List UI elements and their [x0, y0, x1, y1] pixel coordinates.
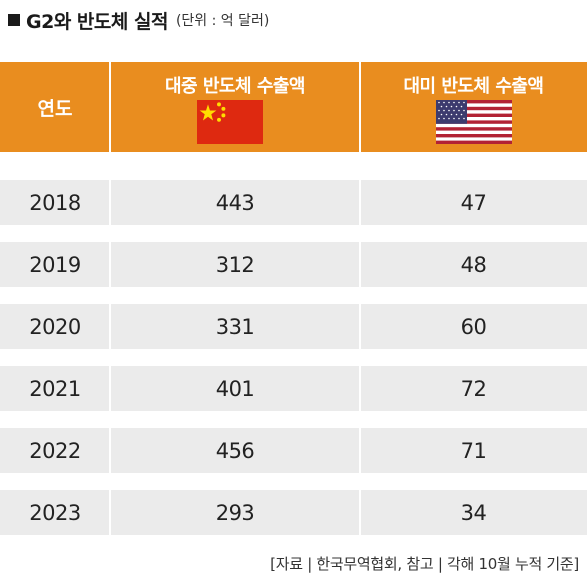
- table-row: 2022 456 71: [0, 428, 587, 473]
- export-table: 연도 대중 반도체 수출액 대미 반도체 수출액: [0, 62, 587, 552]
- cell-year: 2018: [29, 190, 81, 215]
- table-body: 2018 443 47 2019 312 48 2020 331 60: [0, 180, 587, 535]
- row-divider: [359, 490, 361, 535]
- table-row: 2019 312 48: [0, 242, 587, 287]
- row-divider: [109, 490, 111, 535]
- cell-china-value: 401: [215, 376, 255, 401]
- row-divider: [359, 428, 361, 473]
- header-divider: [359, 62, 361, 152]
- title-square-icon: [8, 14, 20, 26]
- row-divider: [109, 428, 111, 473]
- cell-usa-value: 60: [460, 314, 487, 339]
- row-divider: [109, 304, 111, 349]
- cell-usa-value: 71: [460, 438, 487, 463]
- cell-china-value: 312: [215, 252, 255, 277]
- title-main: G2와 반도체 실적: [26, 10, 168, 33]
- row-divider: [109, 180, 111, 225]
- row-divider: [359, 242, 361, 287]
- row-divider: [359, 366, 361, 411]
- table-row: 2018 443 47: [0, 180, 587, 225]
- cell-usa-value: 72: [460, 376, 487, 401]
- cell-year: 2019: [29, 252, 81, 277]
- row-divider: [109, 366, 111, 411]
- title-unit: (단위 : 억 달러): [175, 13, 270, 29]
- cell-year: 2022: [29, 438, 81, 463]
- source-note: [자료 | 한국무역협회, 참고 | 각해 10월 누적 기준]: [270, 555, 579, 573]
- table-header: 연도 대중 반도체 수출액 대미 반도체 수출액: [0, 62, 587, 152]
- header-china-label: 대중 반도체 수출액: [164, 76, 306, 97]
- cell-china-value: 293: [215, 500, 255, 525]
- usa-flag-icon: [436, 100, 512, 144]
- header-china: 대중 반도체 수출액: [110, 62, 360, 152]
- header-usa: 대미 반도체 수출액: [360, 62, 587, 152]
- cell-usa-value: 48: [460, 252, 487, 277]
- table-row: 2023 293 34: [0, 490, 587, 535]
- table-row: 2020 331 60: [0, 304, 587, 349]
- cell-year: 2023: [29, 500, 81, 525]
- header-usa-label: 대미 반도체 수출액: [403, 76, 544, 97]
- chart-title: G2와 반도체 실적 (단위 : 억 달러): [8, 6, 269, 34]
- row-divider: [359, 180, 361, 225]
- cell-china-value: 443: [215, 190, 255, 215]
- table-row: 2021 401 72: [0, 366, 587, 411]
- cell-year: 2021: [29, 376, 81, 401]
- cell-china-value: 331: [215, 314, 255, 339]
- cell-usa-value: 47: [460, 190, 487, 215]
- header-divider: [109, 62, 111, 152]
- cell-year: 2020: [29, 314, 81, 339]
- header-year: 연도: [0, 62, 110, 152]
- cell-usa-value: 34: [460, 500, 487, 525]
- cell-china-value: 456: [215, 438, 255, 463]
- header-year-label: 연도: [37, 97, 73, 120]
- china-flag-icon: [197, 100, 263, 144]
- row-divider: [359, 304, 361, 349]
- row-divider: [109, 242, 111, 287]
